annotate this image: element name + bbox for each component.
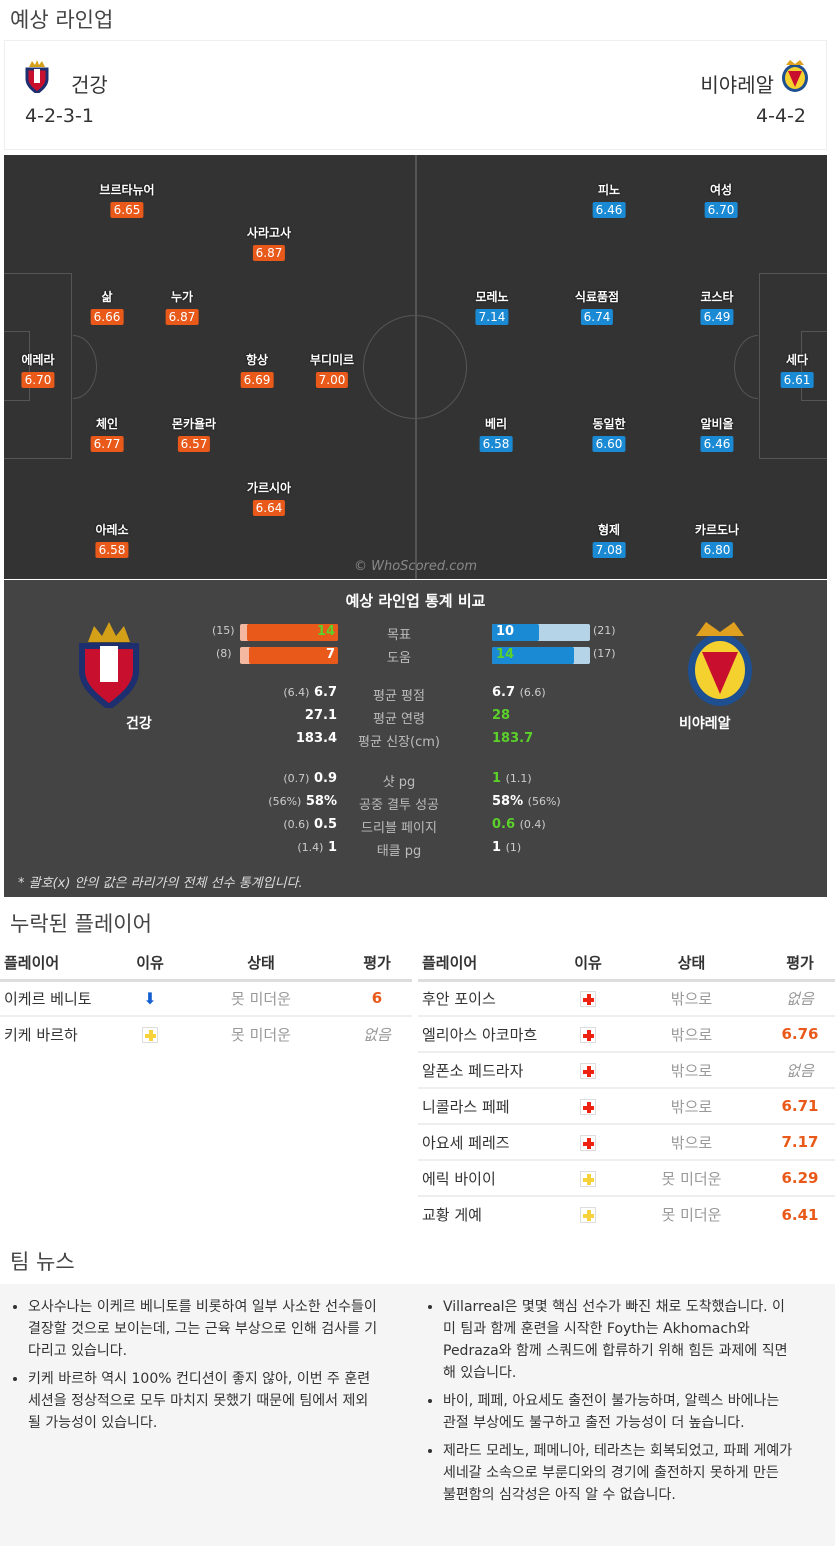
home-news: 오사수나는 이케르 베니토를 비롯하여 일부 사소한 선수들이 결장할 것으로 …	[10, 1296, 380, 1440]
player[interactable]: 알비올 6.46	[700, 417, 734, 452]
player[interactable]: 동일한 6.60	[592, 417, 626, 452]
villarreal-crest-icon	[688, 622, 752, 706]
table-row[interactable]: 알폰소 페드라자 밖으로 없음	[418, 1052, 835, 1089]
player[interactable]: 브르타뉴어 6.65	[99, 183, 155, 218]
table-row[interactable]: 이케르 베니토 ⬇ 못 미더운 6	[0, 980, 412, 1017]
stats-comparison: 예상 라인업 통계 비교 건강 비야레알 (15) 14 목표 10 (21) …	[4, 580, 827, 897]
red-cross-icon	[580, 1062, 596, 1079]
red-cross-icon	[580, 990, 596, 1007]
home-formation: 4-2-3-1	[25, 105, 94, 127]
player[interactable]: 형제 7.08	[592, 521, 626, 558]
red-cross-icon	[580, 1026, 596, 1043]
stat-assists: (8) 7 도움 14 (17)	[216, 647, 616, 666]
missing-title: 누락된 플레이어	[10, 912, 152, 936]
stat-row: (1.4) 1 태클 pg 1 (1)	[297, 840, 522, 859]
away-news: Villarreal은 몇몇 핵심 선수가 빠진 채로 도착했습니다. 이미 팀…	[425, 1296, 795, 1512]
player[interactable]: 베리 6.58	[479, 415, 513, 452]
table-row[interactable]: 엘리아스 아코마흐 밖으로 6.76	[418, 1016, 835, 1053]
red-cross-icon	[580, 1098, 596, 1115]
table-row[interactable]: 에릭 바이이 못 미더운 6.29	[418, 1160, 835, 1197]
stats-footnote: * 괄호(x) 안의 값은 라리가의 전체 선수 통계입니다.	[18, 876, 303, 891]
table-row[interactable]: 아요세 페레즈 밖으로 7.17	[418, 1124, 835, 1161]
yellow-cross-icon	[580, 1170, 596, 1187]
player[interactable]: 부디미르 7.00	[309, 353, 355, 388]
teams-header: 건강 4-2-3-1 비야레알 4-4-2	[4, 40, 827, 150]
news-title: 팀 뉴스	[10, 1250, 75, 1274]
osasuna-crest-icon	[79, 622, 139, 708]
player[interactable]: 세다 6.61	[780, 351, 814, 388]
player[interactable]: 피노 6.46	[592, 181, 626, 218]
player[interactable]: 여성 6.70	[704, 181, 738, 218]
player[interactable]: 아레소 6.58	[95, 523, 129, 558]
table-row[interactable]: 교황 게예 못 미더운 6.41	[422, 1205, 819, 1225]
player[interactable]: 체인 6.77	[90, 415, 124, 452]
stat-row: 27.1 평균 연령 28	[304, 708, 511, 727]
player[interactable]: 삶 6.66	[90, 288, 124, 325]
team-news: 오사수나는 이케르 베니토를 비롯하여 일부 사소한 선수들이 결장할 것으로 …	[0, 1284, 835, 1546]
stat-row: (0.6) 0.5 드리블 페이지 0.6 (0.4)	[283, 817, 546, 836]
player[interactable]: 에레라 6.70	[21, 353, 55, 388]
table-row[interactable]: 니콜라스 페페 밖으로 6.71	[418, 1088, 835, 1125]
table-row[interactable]: 후안 포이스 밖으로 없음	[418, 980, 835, 1017]
home-team-name: 건강	[126, 716, 152, 732]
away-formation: 4-4-2	[756, 105, 806, 127]
stat-row: (56%) 58% 공중 결투 성공 58% (56%)	[268, 794, 561, 813]
away-missing-table: 플레이어 이유 상태 평가 후안 포이스 밖으로 없음 엘리아스 아코마흐 밖으로 6.76 …	[418, 946, 835, 1232]
player[interactable]: 항상 6.69	[240, 351, 274, 388]
yellow-cross-icon	[580, 1207, 596, 1223]
red-cross-icon	[580, 1134, 596, 1151]
away-team-name: 비야레알	[679, 716, 731, 732]
player[interactable]: 사라고사 6.87	[246, 226, 292, 261]
villarreal-crest-icon	[782, 60, 808, 92]
stat-row: 183.4 평균 신장(cm) 183.7	[295, 731, 534, 750]
player[interactable]: 코스타 6.49	[700, 290, 734, 325]
stat-goals: (15) 14 목표 10 (21)	[212, 624, 616, 643]
watermark: © WhoScored.com	[354, 559, 478, 574]
player[interactable]: 카르도나 6.80	[694, 523, 740, 558]
away-team-name[interactable]: 비야레알	[700, 73, 774, 97]
yellow-cross-icon	[142, 1027, 158, 1043]
home-missing-table: 플레이어 이유 상태 평가 이케르 베니토 ⬇ 못 미더운 6 키케 바르하 못 미더운 없음	[0, 946, 412, 1052]
player[interactable]: 누가 6.87	[165, 288, 199, 325]
stat-row: (0.7) 0.9 샷 pg 1 (1.1)	[283, 771, 532, 790]
down-arrow-icon: ⬇	[143, 988, 157, 1008]
stat-row: (6.4) 6.7 평균 평점 6.7 (6.6)	[283, 685, 546, 704]
player[interactable]: 가르시아 6.64	[246, 481, 292, 516]
lineup-title: 예상 라인업	[10, 8, 114, 32]
table-row[interactable]: 키케 바르하 못 미더운 없음	[4, 1026, 391, 1044]
osasuna-crest-icon	[25, 60, 49, 93]
stats-title: 예상 라인업 통계 비교	[345, 592, 486, 610]
player[interactable]: 몬카욜라 6.57	[171, 417, 217, 452]
player[interactable]: 모레노 7.14	[475, 290, 509, 325]
home-team-name[interactable]: 건강	[71, 73, 108, 97]
pitch: 브르타뉴어 6.65 사라고사 6.87 삶 6.66 누가 6.87 에레라 6.70 …	[4, 155, 827, 579]
player[interactable]: 식료품점 6.74	[574, 290, 620, 325]
